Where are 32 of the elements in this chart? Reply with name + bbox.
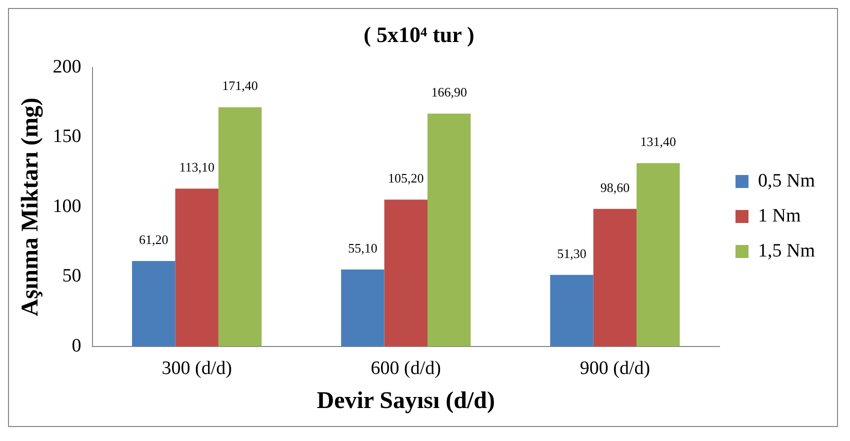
bar <box>341 270 384 346</box>
data-label: 51,30 <box>557 246 586 261</box>
bar <box>550 274 594 346</box>
data-label: 131,40 <box>640 134 676 150</box>
y-tick-label: 100 <box>52 196 82 217</box>
bar <box>636 163 680 346</box>
data-label: 113,10 <box>179 160 214 175</box>
chart-title: ( 5x10⁴ tur ) <box>364 22 474 47</box>
bar <box>384 200 428 346</box>
x-tick-label: 300 (d/d) <box>162 358 232 379</box>
legend-label: 1,5 Nm <box>758 240 816 262</box>
bar <box>593 208 637 346</box>
data-label: 98,60 <box>600 180 630 195</box>
legend-label: 0,5 Nm <box>758 170 816 192</box>
bar <box>428 114 471 346</box>
x-tick-label: 900 (d/d) <box>580 358 650 379</box>
y-tick-label: 50 <box>62 266 82 287</box>
bar <box>175 188 218 346</box>
y-tick-label: 200 <box>52 56 82 78</box>
data-label: 105,20 <box>388 170 424 186</box>
bar <box>132 261 176 346</box>
data-label: 61,20 <box>139 232 168 247</box>
legend-label: 1 Nm <box>758 205 801 226</box>
y-tick-label: 150 <box>52 126 82 148</box>
x-axis-title: Devir Sayısı (d/d) <box>316 388 496 414</box>
y-axis-title: Aşınma Miktarı (mg) <box>18 98 44 316</box>
data-label: 171,40 <box>222 78 258 94</box>
data-label: 55,10 <box>348 240 378 256</box>
y-tick-label: 0 <box>72 335 82 356</box>
bar <box>218 107 262 346</box>
x-tick-label: 600 (d/d) <box>370 358 441 379</box>
data-label: 166,90 <box>431 84 467 100</box>
